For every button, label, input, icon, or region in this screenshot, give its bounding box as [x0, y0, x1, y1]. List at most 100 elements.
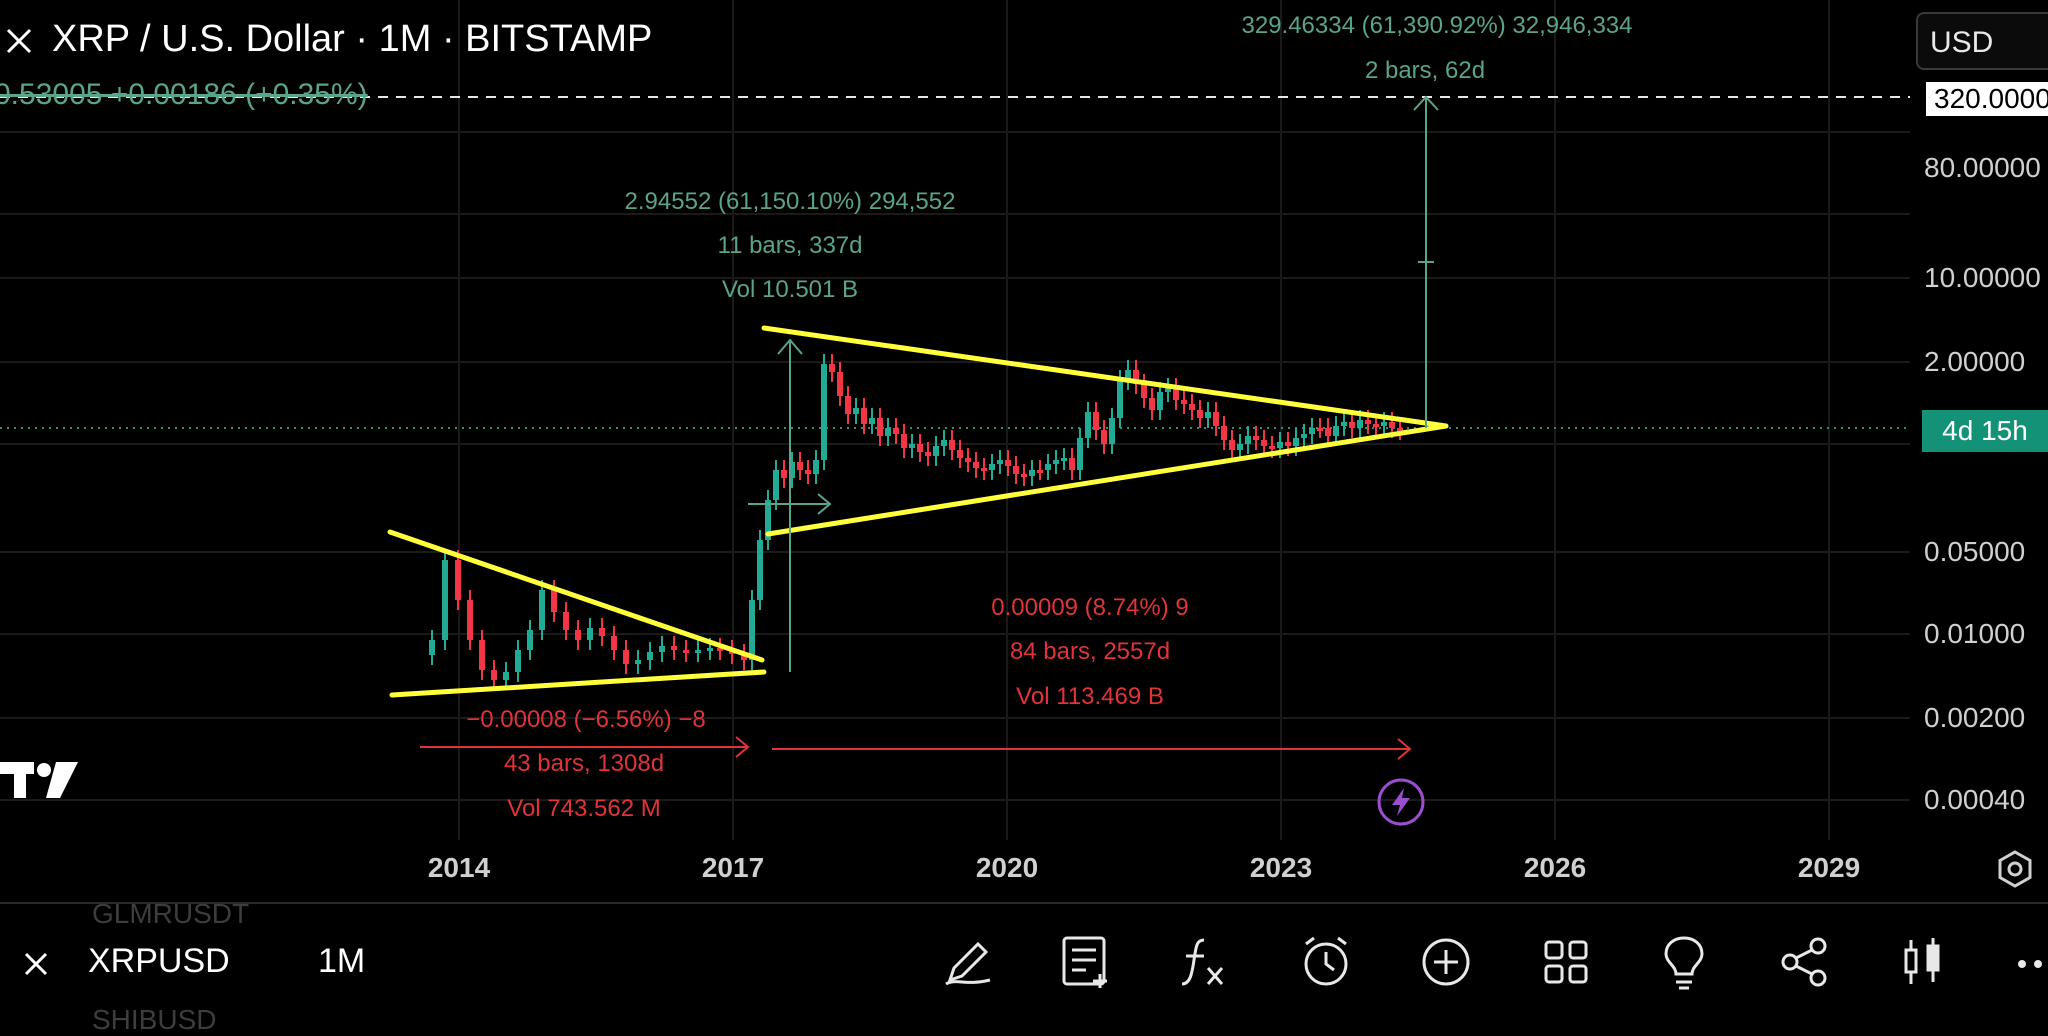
- candle-body: [789, 462, 795, 478]
- candle-body: [587, 628, 593, 640]
- price-axis-label: 10.00000: [1924, 262, 2041, 293]
- symbol-selector[interactable]: XRPUSD: [88, 942, 230, 980]
- big-triangle-upper-line: [761, 325, 1449, 429]
- candle-body: [1261, 440, 1267, 446]
- candle-body: [1157, 392, 1163, 410]
- close-icon: [24, 952, 48, 976]
- bar-countdown-badge: 4d 15h: [1922, 410, 2048, 452]
- flash-icon[interactable]: [1376, 777, 1426, 827]
- candles-icon: [1904, 938, 1940, 984]
- candle-body: [1341, 422, 1347, 426]
- candle-body: [989, 464, 995, 470]
- idea-icon: [1664, 936, 1704, 990]
- rally-measure-bars: 11 bars, 337d: [717, 232, 863, 259]
- candle-body: [503, 672, 509, 680]
- close-symbol-button[interactable]: [18, 946, 54, 982]
- candle-body: [1141, 384, 1147, 398]
- candle-body: [1213, 412, 1219, 426]
- rally-time-arrow: [817, 493, 832, 515]
- time-axis-label: 2014: [427, 852, 491, 883]
- close-chart-button[interactable]: [0, 22, 40, 62]
- candle-body: [1181, 400, 1187, 404]
- chart-type-button[interactable]: [1892, 930, 1956, 994]
- candle-body: [917, 444, 923, 452]
- candle-body: [925, 452, 931, 456]
- candle-body: [671, 646, 677, 650]
- candle-body: [773, 470, 779, 500]
- candle-body: [551, 590, 557, 612]
- candle-body: [813, 460, 819, 474]
- candle-body: [1333, 426, 1339, 436]
- rally-measure-label: 2.94552 (61,150.10%) 294,552: [624, 188, 956, 215]
- tradingview-logo: [0, 756, 84, 804]
- candle-body: [885, 428, 891, 436]
- more-button[interactable]: [2010, 930, 2048, 994]
- candle-body: [1197, 410, 1203, 418]
- candle-body: [707, 648, 713, 651]
- add-button[interactable]: [1414, 930, 1478, 994]
- target-measure-arrow: [1413, 95, 1439, 111]
- alert-button[interactable]: [1294, 930, 1358, 994]
- candle-body: [1013, 466, 1019, 474]
- candle-body: [1101, 430, 1107, 444]
- candlestick-series: [429, 354, 1403, 690]
- indicators-button[interactable]: [1172, 930, 1236, 994]
- target-measure-label: 329.46334 (61,390.92%) 32,946,334: [1241, 12, 1633, 39]
- share-button[interactable]: [1772, 930, 1836, 994]
- candle-body: [1021, 474, 1027, 477]
- big-range-label: 0.00009 (8.74%) 9: [991, 594, 1189, 621]
- candle-body: [1301, 434, 1307, 438]
- candle-body: [1357, 420, 1363, 428]
- candle-body: [1205, 412, 1211, 418]
- currency-selector[interactable]: USD: [1916, 12, 2048, 70]
- candle-body: [973, 462, 979, 468]
- candle-body: [877, 418, 883, 436]
- candle-body: [429, 640, 435, 655]
- price-axis-label: 0.01000: [1924, 618, 2026, 649]
- candle-body: [1245, 436, 1251, 444]
- candle-body: [1077, 438, 1083, 470]
- price-change-readout: 0.53005 +0.00186 (+0.35%): [0, 78, 368, 111]
- target-measure-bars: 2 bars, 62d: [1364, 57, 1486, 84]
- candle-body: [575, 630, 581, 640]
- candle-body: [1037, 470, 1043, 473]
- candle-body: [635, 660, 641, 664]
- layout-button[interactable]: [1534, 930, 1598, 994]
- price-axis-label: 0.05000: [1924, 536, 2026, 567]
- candle-body: [527, 630, 533, 650]
- candle-body: [797, 462, 803, 470]
- candle-body: [515, 650, 521, 672]
- time-axis-label: 2020: [975, 852, 1039, 883]
- candle-body: [757, 540, 763, 600]
- draw-icon: [945, 941, 991, 986]
- candle-body: [623, 650, 629, 664]
- candle-body: [1005, 460, 1011, 466]
- bottom-toolbar: GLMRUSDT SHIBUSD: [0, 898, 2048, 1035]
- notes-icon: [1062, 936, 1107, 988]
- timeframe-selector[interactable]: 1M: [318, 942, 366, 980]
- candle-body: [765, 500, 771, 540]
- draw-tool-button[interactable]: [936, 930, 1000, 994]
- small-triangle-upper-line: [387, 529, 765, 663]
- trendlines: [387, 325, 1449, 698]
- candle-body: [1045, 464, 1051, 470]
- symbol-title[interactable]: XRP / U.S. Dollar · 1M · BITSTAMP: [52, 18, 653, 60]
- ideas-button[interactable]: [1652, 930, 1716, 994]
- notes-button[interactable]: [1054, 930, 1118, 994]
- candle-body: [1389, 422, 1395, 428]
- target-measure: [1413, 95, 1439, 428]
- candle-body: [467, 600, 473, 640]
- chart-settings-button[interactable]: [1992, 846, 2038, 892]
- candle-body: [491, 670, 497, 680]
- settings-icon: [1998, 850, 2032, 888]
- close-icon: [6, 28, 32, 54]
- candle-body: [861, 408, 867, 424]
- layout-icon: [1544, 940, 1588, 984]
- candle-body: [1221, 426, 1227, 440]
- candle-body: [909, 444, 915, 448]
- price-axis-label: 2.00000: [1924, 346, 2026, 377]
- candle-body: [1397, 428, 1403, 431]
- chart-canvas[interactable]: [0, 0, 2048, 900]
- candle-body: [1069, 458, 1075, 470]
- more-icon: [2018, 960, 2042, 968]
